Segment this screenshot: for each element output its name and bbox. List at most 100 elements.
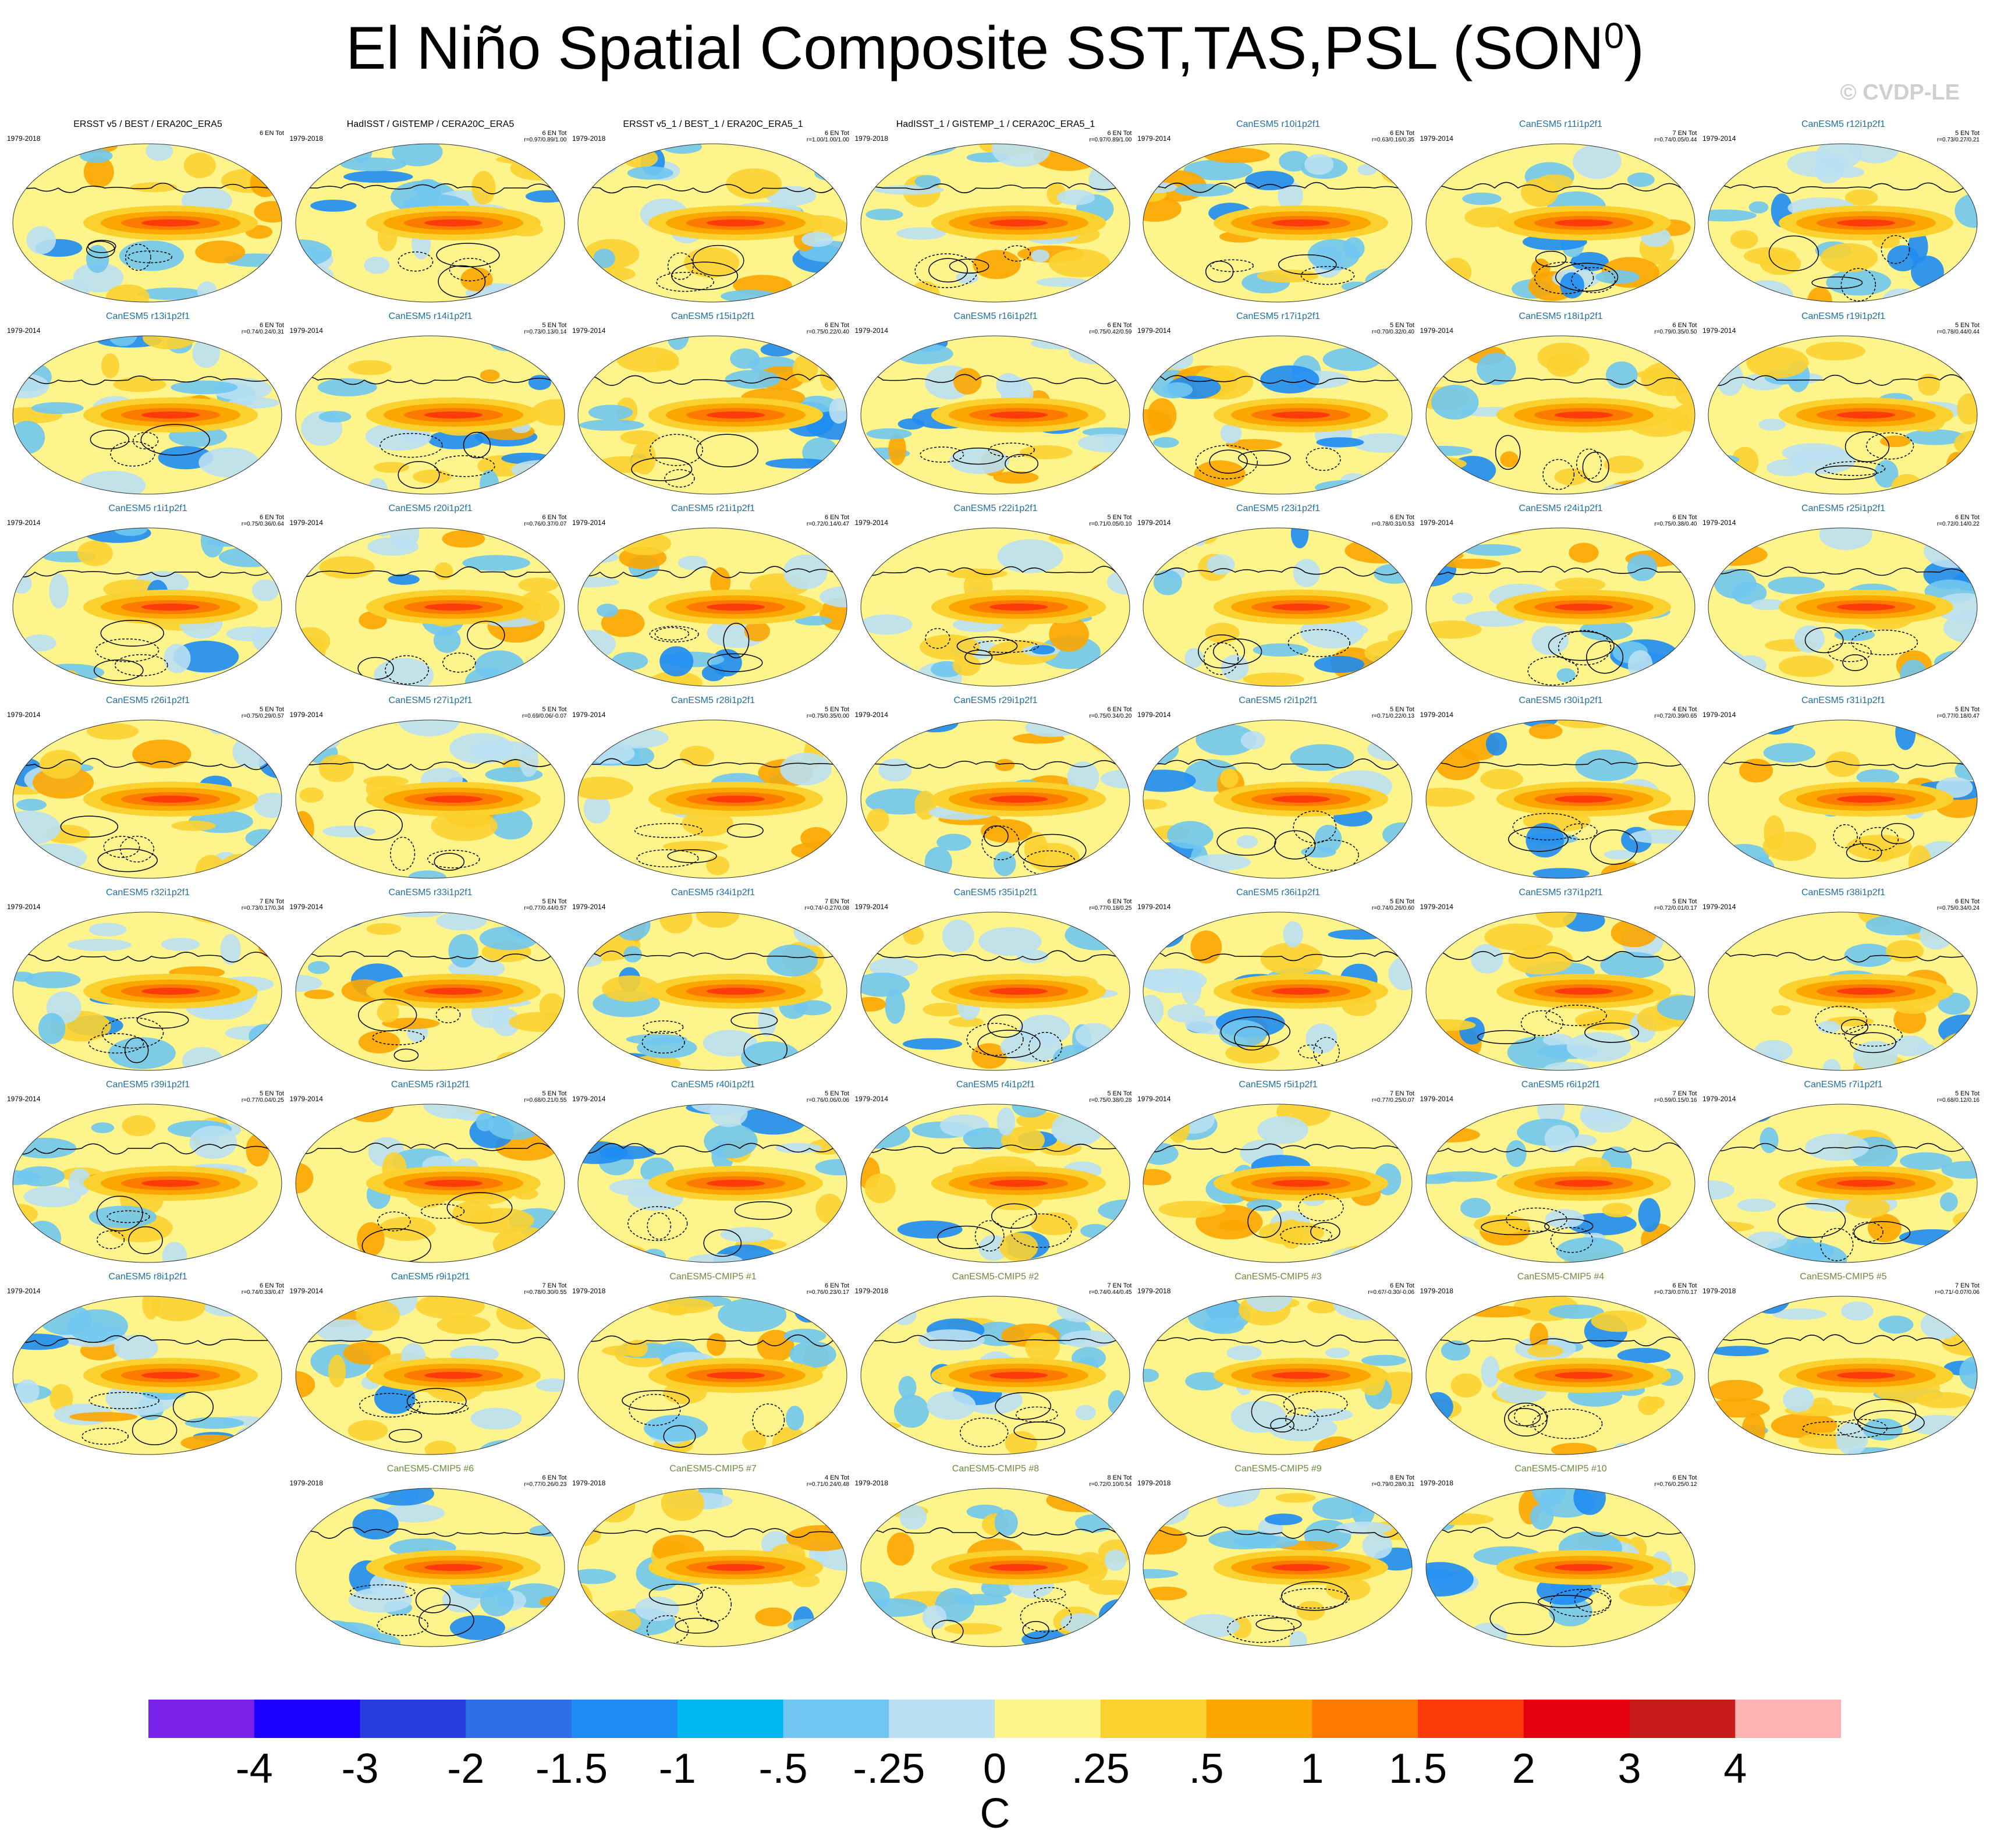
panel-title: CanESM5 r37i1p2f1 xyxy=(1519,888,1603,898)
panel-correlation-stats: r=0.97/0.89/1.00 xyxy=(1089,137,1132,143)
panel-years: 1979-2018 xyxy=(854,134,888,143)
panel-correlation-stats: r=0.74/0.05/0.44 xyxy=(1654,137,1697,143)
anomaly-map xyxy=(12,719,282,879)
panel-event-count: 6 EN Tot xyxy=(1107,706,1132,713)
panel-event-count: 5 EN Tot xyxy=(542,706,567,713)
panel-years: 1979-2014 xyxy=(7,711,41,719)
colorbar-swatch xyxy=(466,1700,572,1738)
panel-years: 1979-2014 xyxy=(7,1287,41,1295)
panel-years: 1979-2014 xyxy=(1702,519,1736,527)
panel-title: CanESM5 r11i1p2f1 xyxy=(1519,119,1602,129)
anomaly-map xyxy=(1143,1104,1413,1263)
panel-years: 1979-2018 xyxy=(854,1479,888,1487)
panel-event-count: 6 EN Tot xyxy=(1672,322,1697,329)
anomaly-map xyxy=(1425,1488,1695,1647)
panel-title: CanESM5 r12i1p2f1 xyxy=(1801,119,1886,129)
panel-correlation-stats: r=0.68/0.21/0.55 xyxy=(524,1097,567,1104)
panel-years: 1979-2014 xyxy=(289,1095,323,1103)
map-panel: CanESM5 r39i1p2f1 1979-2014 5 EN Tot r=0.77… xyxy=(7,1080,289,1263)
map-panel: CanESM5 r37i1p2f1 1979-2014 5 EN Tot r=0.72… xyxy=(1420,888,1702,1071)
anomaly-map xyxy=(860,911,1130,1071)
colorbar-swatch xyxy=(1206,1700,1313,1738)
panel-title: CanESM5-CMIP5 #3 xyxy=(1235,1272,1322,1282)
panel-years: 1979-2018 xyxy=(572,1287,606,1295)
panel-correlation-stats: r=0.97/0.89/1.00 xyxy=(524,137,567,143)
panel-title: CanESM5 r16i1p2f1 xyxy=(953,311,1038,321)
anomaly-map xyxy=(1143,335,1413,495)
anomaly-map xyxy=(295,1104,565,1263)
panel-years: 1979-2014 xyxy=(1137,711,1171,719)
anomaly-map xyxy=(577,1104,847,1263)
panel-title: CanESM5 r7i1p2f1 xyxy=(1804,1080,1883,1090)
map-panel: CanESM5 r4i1p2f1 1979-2014 5 EN Tot r=0.75/… xyxy=(855,1080,1137,1263)
colorbar-swatch xyxy=(1735,1700,1841,1738)
map-panel: CanESM5 r5i1p2f1 1979-2014 7 EN Tot r=0.77/… xyxy=(1137,1080,1419,1263)
panel-title: CanESM5 r24i1p2f1 xyxy=(1519,503,1603,513)
panel-event-count: 6 EN Tot xyxy=(825,514,849,521)
panel-event-count: 5 EN Tot xyxy=(542,1090,567,1097)
panel-correlation-stats: r=0.59/0.15/0.16 xyxy=(1654,1097,1697,1104)
panel-event-count: 6 EN Tot xyxy=(1390,1282,1414,1289)
panel-years: 1979-2014 xyxy=(7,903,41,911)
colorbar-swatch xyxy=(677,1700,783,1738)
panel-event-count: 6 EN Tot xyxy=(542,1474,567,1481)
anomaly-map xyxy=(1143,527,1413,687)
panel-correlation-stats: r=0.72/0.10/0.54 xyxy=(1089,1481,1132,1488)
panel-years: 1979-2014 xyxy=(1137,1095,1171,1103)
anomaly-map xyxy=(860,143,1130,303)
map-panel: CanESM5 r38i1p2f1 1979-2014 6 EN Tot r=0.75… xyxy=(1702,888,1984,1071)
panel-years: 1979-2014 xyxy=(1702,1095,1736,1103)
map-panel: CanESM5 r32i1p2f1 1979-2014 7 EN Tot r=0.73… xyxy=(7,888,289,1071)
panel-event-count: 7 EN Tot xyxy=(542,1282,567,1289)
panel-title: CanESM5 r34i1p2f1 xyxy=(671,888,755,898)
map-panel: CanESM5-CMIP5 #3 1979-2018 6 EN Tot r=0.67/… xyxy=(1137,1272,1419,1455)
panel-event-count: 7 EN Tot xyxy=(1672,1090,1697,1097)
panel-correlation-stats: r=0.74/0.33/0.47 xyxy=(241,1289,284,1296)
panel-event-count: 5 EN Tot xyxy=(542,322,567,329)
panel-correlation-stats: r=0.75/0.34/0.20 xyxy=(1089,713,1132,719)
panel-title: CanESM5 r9i1p2f1 xyxy=(391,1272,470,1282)
anomaly-map xyxy=(577,911,847,1071)
anomaly-map xyxy=(1143,719,1413,879)
anomaly-map xyxy=(1425,1296,1695,1455)
anomaly-map xyxy=(295,911,565,1071)
map-panel: CanESM5-CMIP5 #7 1979-2018 4 EN Tot r=0.71/… xyxy=(572,1464,854,1647)
colorbar-tick-label: 1 xyxy=(1300,1746,1324,1792)
panel-years: 1979-2014 xyxy=(1137,327,1171,335)
panel-years: 1979-2018 xyxy=(1702,1287,1736,1295)
anomaly-map xyxy=(1708,911,1978,1071)
colorbar-tick-label: 1.5 xyxy=(1388,1746,1448,1792)
panel-event-count: 6 EN Tot xyxy=(260,322,284,329)
panel-event-count: 7 EN Tot xyxy=(1955,1282,1980,1289)
panel-correlation-stats: r=0.76/0.37/0.07 xyxy=(524,521,567,527)
panel-correlation-stats: r=0.74/0.26/0.60 xyxy=(1371,905,1414,911)
panel-years: 1979-2014 xyxy=(1137,134,1171,143)
map-panel: ERSST v5 / BEST / ERA20C_ERA5 1979-2018 6 … xyxy=(7,119,289,303)
anomaly-map xyxy=(1425,143,1695,303)
anomaly-map xyxy=(1708,1104,1978,1263)
map-panel: CanESM5 r6i1p2f1 1979-2014 7 EN Tot r=0.59/… xyxy=(1420,1080,1702,1263)
anomaly-map xyxy=(577,719,847,879)
map-panel: CanESM5 r26i1p2f1 1979-2014 5 EN Tot r=0.75… xyxy=(7,696,289,879)
panel-title: CanESM5 r14i1p2f1 xyxy=(388,311,473,321)
panel-years: 1979-2014 xyxy=(289,519,323,527)
panel-title: ERSST v5_1 / BEST_1 / ERA20C_ERA5_1 xyxy=(623,119,803,129)
anomaly-map xyxy=(1143,1296,1413,1455)
panel-event-count: 6 EN Tot xyxy=(1107,322,1132,329)
colorbar-tick-label: 4 xyxy=(1723,1746,1747,1792)
panel-years: 1979-2014 xyxy=(7,327,41,335)
panel-years: 1979-2014 xyxy=(854,327,888,335)
anomaly-map xyxy=(1425,1104,1695,1263)
map-panel: CanESM5 r2i1p2f1 1979-2014 5 EN Tot r=0.71/… xyxy=(1137,696,1419,879)
panel-event-count: 8 EN Tot xyxy=(1107,1474,1132,1481)
map-panel: HadISST_1 / GISTEMP_1 / CERA20C_ERA5_1 19… xyxy=(854,119,1137,303)
panel-correlation-stats: r=0.71/0.24/0.48 xyxy=(806,1481,849,1488)
panel-years: 1979-2014 xyxy=(1702,327,1736,335)
panel-event-count: 6 EN Tot xyxy=(1390,514,1414,521)
panel-correlation-stats: r=0.76/0.25/0.12 xyxy=(1654,1481,1697,1488)
panel-years: 1979-2018 xyxy=(1420,1479,1453,1487)
panel-title: CanESM5 r33i1p2f1 xyxy=(388,888,473,898)
panel-event-count: 4 EN Tot xyxy=(1672,706,1697,713)
panel-correlation-stats: r=0.67/-0.30/-0.06 xyxy=(1368,1289,1414,1296)
panel-correlation-stats: r=0.77/0.26/0.23 xyxy=(524,1481,567,1488)
